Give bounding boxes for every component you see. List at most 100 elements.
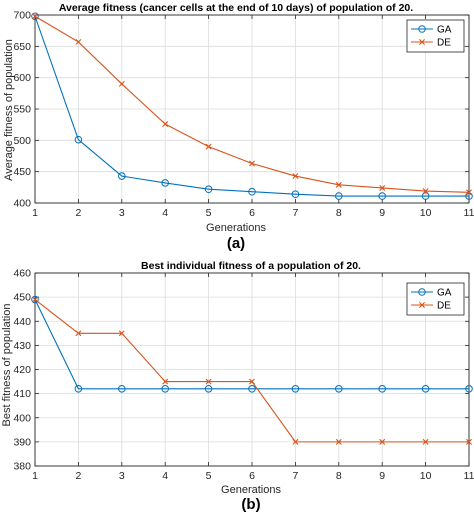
chart-b-title: Best individual fitness of a population … <box>141 260 361 272</box>
chart-b-point-de <box>205 378 212 385</box>
chart-b-grid <box>34 272 470 467</box>
chart-a-plot: 1 2 3 4 5 6 7 8 9 10 11 400 450 500 550 600 650 700 GA DE <box>13 10 474 220</box>
chart-a-xlabel: Generations <box>206 222 266 234</box>
chart-a-legend-label-de: DE <box>437 38 451 49</box>
chart-b-legend-box <box>406 282 465 316</box>
chart-a-point-de <box>162 121 169 128</box>
chart-a-xtick-label: 8 <box>336 207 342 219</box>
chart-a-ytick-label: 600 <box>13 72 31 84</box>
chart-a-point-de <box>32 13 38 20</box>
chart-b-ytick-label: 440 <box>13 316 31 328</box>
chart-b-point-ga <box>161 385 169 393</box>
chart-a-panel-label: (a) <box>227 235 245 252</box>
chart-a-point-ga <box>248 187 256 196</box>
chart-a-title: Average fitness (cancer cells at the end… <box>59 2 413 14</box>
chart-a-legend-label-ga: GA <box>437 25 452 36</box>
chart-a-point-ga <box>31 12 39 21</box>
chart-a-point-de <box>75 38 82 45</box>
chart-a-ytick-label: 450 <box>13 166 31 178</box>
chart-b-point-ga <box>248 385 256 393</box>
chart-a-point-de <box>118 80 125 87</box>
chart-a-point-ga <box>204 185 213 194</box>
chart-a-point-ga <box>118 172 126 180</box>
chart-b-point-de <box>75 330 82 337</box>
chart-a-series-ga <box>31 12 473 200</box>
chart-a-xtick-label: 6 <box>249 207 255 219</box>
chart-b-xtick-label: 6 <box>249 470 255 482</box>
chart-a-ytick-label: 700 <box>13 10 31 22</box>
chart-a-xtick-label: 10 <box>420 207 432 219</box>
chart-b-point-de <box>118 330 125 337</box>
chart-b-point-de <box>249 378 255 385</box>
chart-a-grid <box>34 14 470 204</box>
chart-a-point-de <box>466 189 472 196</box>
chart-a-ytick-label: 500 <box>13 135 31 147</box>
chart-a-legend: GA DE <box>406 19 465 53</box>
chart-a: Average fitness (cancer cells at the end… <box>3 2 474 252</box>
chart-b-point-ga <box>335 385 343 393</box>
chart-b-xtick-label: 10 <box>420 470 432 482</box>
chart-a-ylabel: Average fitness of population <box>3 39 15 181</box>
chart-b-legend: GA DE <box>406 282 465 316</box>
chart-a-point-de <box>379 184 386 191</box>
chart-b-point-de <box>162 378 169 385</box>
chart-a-xtick-label: 1 <box>32 207 38 219</box>
chart-b-point-ga <box>378 385 387 393</box>
chart-b-legend-marker-ga <box>418 288 426 296</box>
chart-b: Best individual fitness of a population … <box>1 260 474 512</box>
chart-a-xtick-label: 9 <box>379 207 385 219</box>
chart-b-point-de <box>292 438 299 445</box>
chart-b-xlabel: Generations <box>221 484 281 496</box>
chart-a-xtick-label: 2 <box>75 207 81 219</box>
chart-a-point-de <box>292 173 299 180</box>
chart-a-series-ga-line <box>34 16 469 197</box>
chart-b-xtick-label: 9 <box>379 470 385 482</box>
chart-b-ytick-label: 420 <box>13 364 31 376</box>
chart-a-ytick-label: 650 <box>13 41 31 53</box>
chart-a-point-ga <box>291 190 300 199</box>
chart-b-point-de <box>32 296 38 303</box>
chart-a-point-ga <box>74 135 83 144</box>
chart-a-legend-marker-ga <box>418 25 426 33</box>
chart-a-point-ga <box>378 192 387 200</box>
chart-a-point-ga <box>421 192 430 200</box>
chart-a-series-de <box>32 13 472 196</box>
chart-b-series-de <box>32 296 472 445</box>
chart-b-point-de <box>335 438 342 445</box>
chart-a-point-ga <box>335 192 343 200</box>
chart-b-xtick-label: 11 <box>464 470 474 482</box>
chart-a-point-de <box>422 188 429 195</box>
chart-b-xtick-label: 5 <box>206 470 212 482</box>
chart-b-ytick-label: 450 <box>13 292 31 304</box>
chart-b-point-de <box>466 438 472 445</box>
chart-b-legend-label-de: DE <box>437 301 451 312</box>
chart-a-point-ga <box>161 179 169 187</box>
chart-a-point-de <box>249 160 255 167</box>
chart-b-xtick-label: 7 <box>292 470 298 482</box>
chart-b-plot: 1 2 3 4 5 6 7 8 9 10 11 380 390 400 410 420 430 440 450 460… <box>13 268 474 483</box>
chart-b-point-ga <box>291 385 300 393</box>
chart-a-xtick-label: 5 <box>206 207 212 219</box>
chart-b-point-ga <box>421 385 430 393</box>
chart-a-legend-box <box>406 19 465 53</box>
chart-a-xtick-label: 4 <box>162 207 168 219</box>
chart-b-point-ga <box>118 385 126 393</box>
chart-b-series-ga-line <box>34 299 469 390</box>
chart-a-xtick-label: 11 <box>464 207 474 219</box>
chart-b-ytick-label: 460 <box>13 268 31 280</box>
chart-b-xtick-label: 8 <box>336 470 342 482</box>
chart-b-ylabel: Best fitness of population <box>1 304 13 427</box>
chart-b-ytick-label: 410 <box>13 388 31 400</box>
chart-b-panel-label: (b) <box>241 496 260 512</box>
chart-a-point-de <box>205 143 212 150</box>
chart-b-point-ga <box>74 385 83 393</box>
chart-b-point-ga <box>204 385 213 393</box>
chart-a-point-de <box>335 181 342 188</box>
chart-b-ytick-label: 390 <box>13 436 31 448</box>
chart-a-xtick-label: 7 <box>292 207 298 219</box>
chart-b-ytick-label: 380 <box>13 461 31 473</box>
chart-b-point-de <box>422 438 429 445</box>
chart-b-xtick-label: 3 <box>119 470 125 482</box>
chart-b-point-ga <box>31 295 39 304</box>
